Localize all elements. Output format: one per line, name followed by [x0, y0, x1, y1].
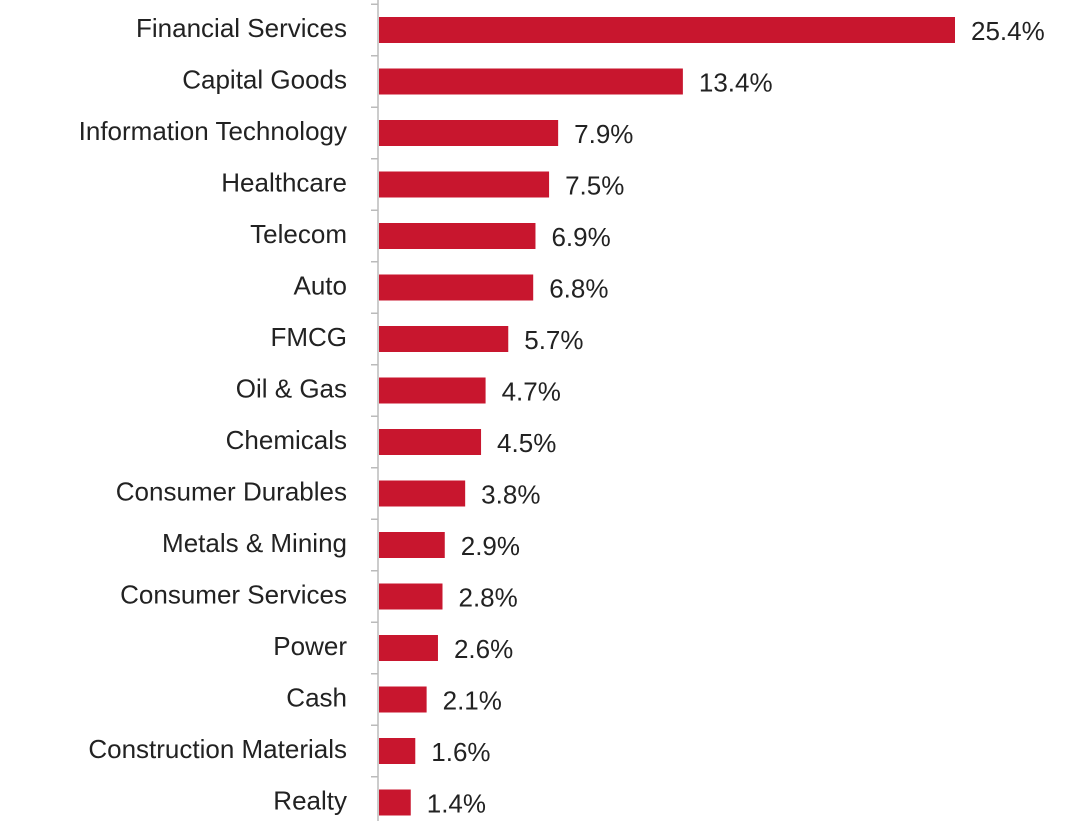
bar: [379, 686, 427, 713]
value-label: 6.8%: [549, 273, 608, 303]
category-label: Chemicals: [226, 425, 347, 455]
bar: [379, 429, 482, 455]
category-label: Financial Services: [136, 13, 347, 43]
value-label: 1.4%: [427, 788, 486, 818]
value-label: 7.5%: [565, 170, 624, 200]
category-label: Oil & Gas: [236, 373, 347, 403]
value-label: 5.7%: [524, 325, 583, 355]
value-label: 2.6%: [454, 634, 513, 664]
category-label: Auto: [294, 270, 348, 300]
bar: [379, 583, 443, 610]
category-label: Consumer Durables: [116, 476, 347, 506]
value-label: 4.5%: [497, 428, 556, 458]
value-label: 3.8%: [481, 479, 540, 509]
bar: [379, 17, 955, 43]
category-label: Healthcare: [221, 167, 347, 197]
category-label: Realty: [273, 785, 347, 815]
category-label: Cash: [286, 682, 347, 712]
category-label: FMCG: [270, 322, 347, 352]
bar: [379, 480, 466, 507]
value-label: 7.9%: [574, 119, 633, 149]
value-label: 2.9%: [461, 531, 520, 561]
bar: [379, 326, 509, 352]
bar: [379, 377, 486, 404]
value-label: 6.9%: [551, 222, 610, 252]
bar: [379, 68, 683, 95]
value-label: 13.4%: [699, 67, 773, 97]
value-label: 2.8%: [458, 582, 517, 612]
category-label: Consumer Services: [120, 579, 347, 609]
category-label: Capital Goods: [182, 64, 347, 94]
bar: [379, 120, 559, 146]
category-label: Metals & Mining: [162, 528, 347, 558]
bar: [379, 274, 534, 301]
category-label: Telecom: [250, 219, 347, 249]
bar: [379, 789, 411, 816]
value-label: 4.7%: [502, 376, 561, 406]
bar: [379, 532, 445, 558]
bar: [379, 171, 550, 198]
category-label: Information Technology: [79, 116, 347, 146]
bar: [379, 635, 438, 661]
value-label: 2.1%: [443, 685, 502, 715]
value-label: 25.4%: [971, 16, 1045, 46]
bar: [379, 738, 416, 764]
category-label: Power: [273, 631, 347, 661]
category-label: Construction Materials: [88, 734, 347, 764]
value-label: 1.6%: [431, 737, 490, 767]
bar: [379, 223, 536, 249]
